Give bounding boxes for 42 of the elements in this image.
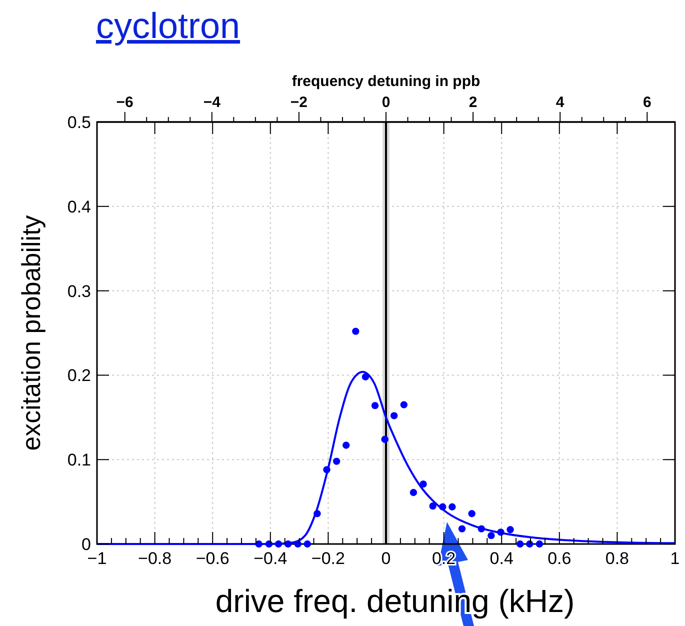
point xyxy=(390,412,398,420)
x2-axis-title: frequency detuning in ppb xyxy=(292,73,480,90)
x-tick-label: −0.4 xyxy=(254,549,288,568)
point xyxy=(516,540,524,548)
x-tick-label: 0 xyxy=(381,549,391,568)
point xyxy=(400,401,408,408)
y-tick-label: 0.1 xyxy=(67,450,91,470)
x-tick-label: 0.8 xyxy=(605,549,630,568)
point xyxy=(468,510,476,518)
x-tick-label: −0.2 xyxy=(311,549,345,568)
x2-tick-label: −4 xyxy=(203,94,222,111)
y-tick-label: 0.5 xyxy=(67,113,91,132)
point xyxy=(458,525,466,532)
point xyxy=(352,328,360,335)
x-tick-label: −0.8 xyxy=(138,549,172,568)
x-tick-label: 0.6 xyxy=(548,549,572,568)
point xyxy=(420,480,427,488)
point xyxy=(371,402,379,410)
point xyxy=(536,540,544,548)
point xyxy=(488,532,495,540)
x2-tick-label: −2 xyxy=(290,94,308,111)
x2-tick-label: −6 xyxy=(116,94,134,111)
point xyxy=(332,458,340,465)
point xyxy=(429,502,436,510)
y-tick-label: 0.4 xyxy=(67,197,91,216)
y-tick-label: 0.3 xyxy=(67,282,91,301)
chart-title: cyclotron xyxy=(96,5,240,46)
point xyxy=(410,488,418,496)
point xyxy=(304,540,311,548)
y-tick-label: 0.2 xyxy=(67,366,91,386)
x2-tick-label: 0 xyxy=(382,94,390,111)
x2-tick-label: 2 xyxy=(468,94,478,111)
point xyxy=(448,503,456,510)
point xyxy=(342,442,350,449)
point xyxy=(506,526,514,534)
y-axis-title: excitation probability xyxy=(16,215,46,451)
x-tick-label: −0.6 xyxy=(196,549,230,568)
point xyxy=(381,436,388,443)
x-tick-label: 1 xyxy=(670,549,680,568)
x2-tick-label: 4 xyxy=(556,94,565,111)
x2-tick-label: 6 xyxy=(642,94,652,111)
x-tick-label: 0.4 xyxy=(490,549,514,568)
